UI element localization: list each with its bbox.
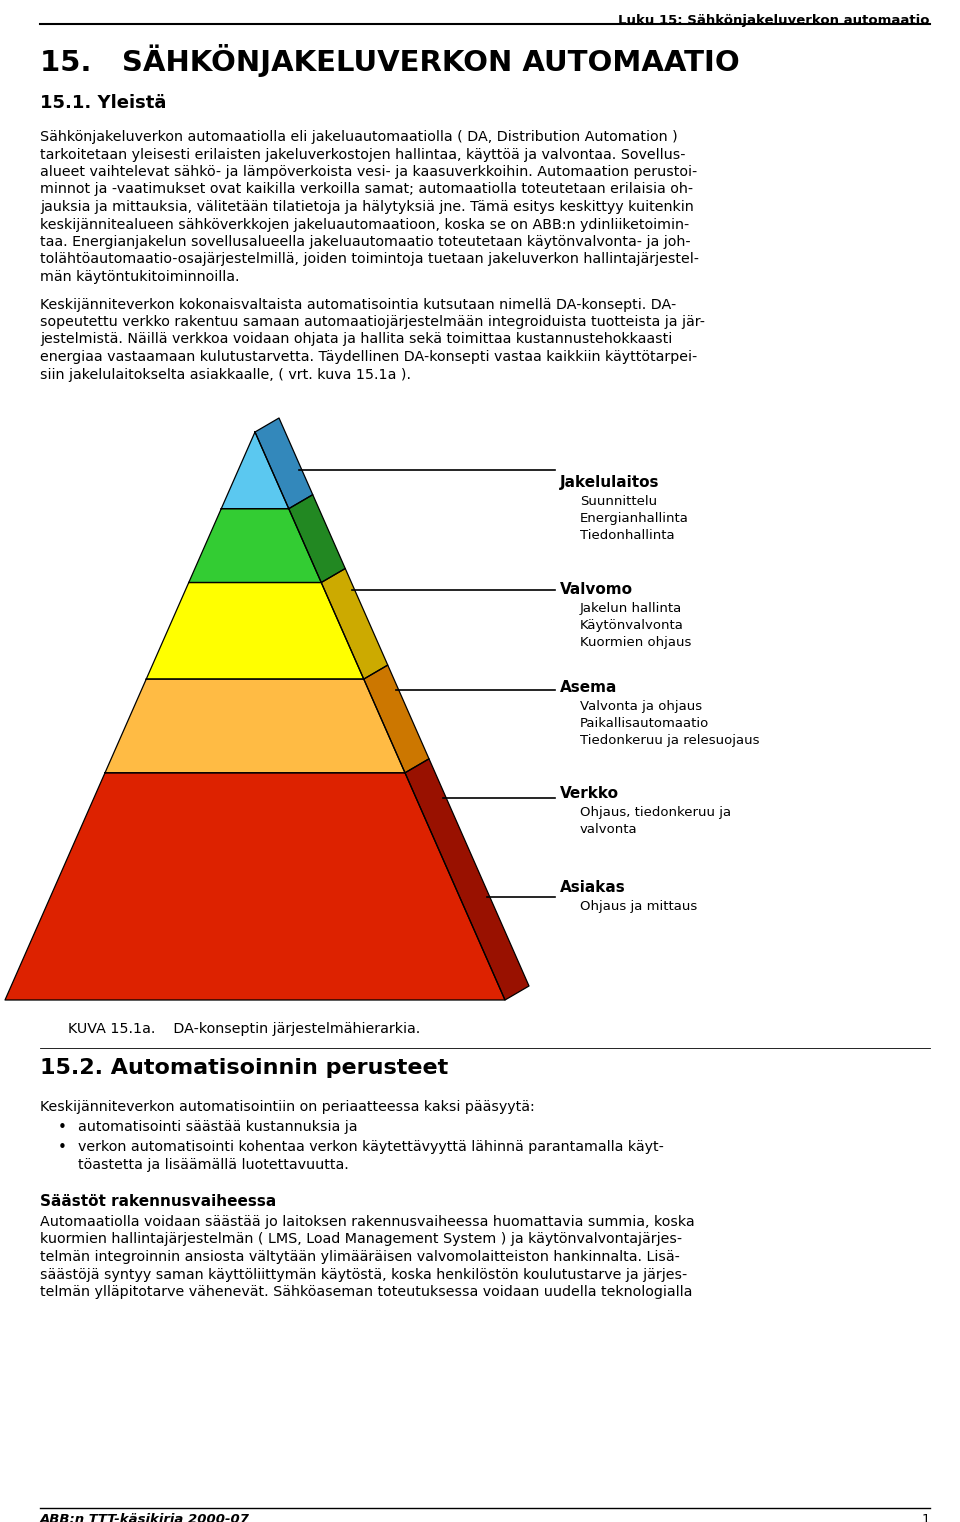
Text: alueet vaihtelevat sähkö- ja lämpöverkoista vesi- ja kaasuverkkoihin. Automaatio: alueet vaihtelevat sähkö- ja lämpöverkoi… bbox=[40, 164, 697, 180]
Text: kuormien hallintajärjestelmän ( LMS, Load Management System ) ja käytönvalvontaj: kuormien hallintajärjestelmän ( LMS, Loa… bbox=[40, 1233, 683, 1247]
Polygon shape bbox=[322, 569, 388, 679]
Polygon shape bbox=[105, 679, 405, 773]
Polygon shape bbox=[221, 432, 289, 508]
Polygon shape bbox=[189, 508, 322, 583]
Text: Tiedonhallinta: Tiedonhallinta bbox=[580, 530, 675, 542]
Text: Jakelulaitos: Jakelulaitos bbox=[560, 475, 660, 490]
Text: Säästöt rakennusvaiheessa: Säästöt rakennusvaiheessa bbox=[40, 1193, 276, 1208]
Text: 15.   SÄHKÖNJAKELUVERKON AUTOMAATIO: 15. SÄHKÖNJAKELUVERKON AUTOMAATIO bbox=[40, 44, 740, 78]
Text: Ohjaus ja mittaus: Ohjaus ja mittaus bbox=[580, 900, 697, 913]
Text: tarkoitetaan yleisesti erilaisten jakeluverkostojen hallintaa, käyttöä ja valvon: tarkoitetaan yleisesti erilaisten jakelu… bbox=[40, 148, 685, 161]
Text: Keskijänniteverkon automatisointiin on periaatteessa kaksi pääsyytä:: Keskijänniteverkon automatisointiin on p… bbox=[40, 1100, 535, 1114]
Text: Suunnittelu: Suunnittelu bbox=[580, 495, 658, 508]
Text: Ohjaus, tiedonkeruu ja: Ohjaus, tiedonkeruu ja bbox=[580, 807, 732, 819]
Text: Asema: Asema bbox=[560, 680, 617, 696]
Text: •: • bbox=[58, 1120, 67, 1135]
Text: ABB:n TTT-käsikirja 2000-07: ABB:n TTT-käsikirja 2000-07 bbox=[40, 1513, 250, 1522]
Text: 15.2. Automatisoinnin perusteet: 15.2. Automatisoinnin perusteet bbox=[40, 1058, 448, 1078]
Text: minnot ja -vaatimukset ovat kaikilla verkoilla samat; automaatiolla toteutetaan : minnot ja -vaatimukset ovat kaikilla ver… bbox=[40, 183, 693, 196]
Text: energiaa vastaamaan kulutustarvetta. Täydellinen DA-konsepti vastaa kaikkiin käy: energiaa vastaamaan kulutustarvetta. Täy… bbox=[40, 350, 697, 364]
Polygon shape bbox=[289, 495, 346, 583]
Text: Energianhallinta: Energianhallinta bbox=[580, 511, 689, 525]
Polygon shape bbox=[364, 665, 429, 773]
Text: Käytönvalvonta: Käytönvalvonta bbox=[580, 619, 684, 632]
Text: Kuormien ohjaus: Kuormien ohjaus bbox=[580, 636, 691, 648]
Text: Asiakas: Asiakas bbox=[560, 880, 626, 895]
Text: 1: 1 bbox=[922, 1513, 930, 1522]
Text: jestelmistä. Näillä verkkoa voidaan ohjata ja hallita sekä toimittaa kustannuste: jestelmistä. Näillä verkkoa voidaan ohja… bbox=[40, 332, 672, 347]
Text: 15.1. Yleistä: 15.1. Yleistä bbox=[40, 94, 166, 113]
Text: Valvomo: Valvomo bbox=[560, 581, 633, 597]
Text: töastetta ja lisäämällä luotettavuutta.: töastetta ja lisäämällä luotettavuutta. bbox=[78, 1158, 348, 1172]
Text: Jakelun hallinta: Jakelun hallinta bbox=[580, 603, 683, 615]
Text: •: • bbox=[58, 1140, 67, 1155]
Text: valvonta: valvonta bbox=[580, 823, 637, 836]
Text: jauksia ja mittauksia, välitetään tilatietoja ja hälytyksiä jne. Tämä esitys kes: jauksia ja mittauksia, välitetään tilati… bbox=[40, 199, 694, 215]
Text: telmän ylläpitotarve vähenevät. Sähköaseman toteutuksessa voidaan uudella teknol: telmän ylläpitotarve vähenevät. Sähköase… bbox=[40, 1285, 692, 1298]
Text: keskijännitealueen sähköverkkojen jakeluautomaatioon, koska se on ABB:n ydinliik: keskijännitealueen sähköverkkojen jakelu… bbox=[40, 218, 689, 231]
Text: Keskijänniteverkon kokonaisvaltaista automatisointia kutsutaan nimellä DA-konsep: Keskijänniteverkon kokonaisvaltaista aut… bbox=[40, 297, 676, 312]
Text: taa. Energianjakelun sovellusalueella jakeluautomaatio toteutetaan käytönvalvont: taa. Energianjakelun sovellusalueella ja… bbox=[40, 234, 690, 250]
Text: säästöjä syntyy saman käyttöliittymän käytöstä, koska henkilöstön koulutustarve : säästöjä syntyy saman käyttöliittymän kä… bbox=[40, 1268, 687, 1282]
Text: Tiedonkeruu ja relesuojaus: Tiedonkeruu ja relesuojaus bbox=[580, 734, 759, 747]
Polygon shape bbox=[146, 583, 364, 679]
Text: verkon automatisointi kohentaa verkon käytettävyyttä lähinnä parantamalla käyt-: verkon automatisointi kohentaa verkon kä… bbox=[78, 1140, 664, 1154]
Text: tolähtöautomaatio-osajärjestelmillä, joiden toimintoja tuetaan jakeluverkon hall: tolähtöautomaatio-osajärjestelmillä, joi… bbox=[40, 253, 699, 266]
Text: Sähkönjakeluverkon automaatiolla eli jakeluautomaatiolla ( DA, Distribution Auto: Sähkönjakeluverkon automaatiolla eli jak… bbox=[40, 129, 678, 145]
Text: Paikallisautomaatio: Paikallisautomaatio bbox=[580, 717, 709, 731]
Polygon shape bbox=[405, 759, 529, 1000]
Text: Luku 15: Sähkönjakeluverkon automaatio: Luku 15: Sähkönjakeluverkon automaatio bbox=[618, 14, 930, 27]
Text: KUVA 15.1a.    DA-konseptin järjestelmähierarkia.: KUVA 15.1a. DA-konseptin järjestelmähier… bbox=[68, 1021, 420, 1036]
Text: telmän integroinnin ansiosta vältytään ylimääräisen valvomolaitteiston hankinnal: telmän integroinnin ansiosta vältytään y… bbox=[40, 1250, 680, 1263]
Text: Verkko: Verkko bbox=[560, 785, 619, 801]
Text: Automaatiolla voidaan säästää jo laitoksen rakennusvaiheessa huomattavia summia,: Automaatiolla voidaan säästää jo laitoks… bbox=[40, 1215, 695, 1228]
Text: automatisointi säästää kustannuksia ja: automatisointi säästää kustannuksia ja bbox=[78, 1120, 357, 1134]
Text: siin jakelulaitokselta asiakkaalle, ( vrt. kuva 15.1a ).: siin jakelulaitokselta asiakkaalle, ( vr… bbox=[40, 367, 411, 382]
Text: sopeutettu verkko rakentuu samaan automaatiojärjestelmään integroiduista tuottei: sopeutettu verkko rakentuu samaan automa… bbox=[40, 315, 705, 329]
Polygon shape bbox=[255, 419, 313, 508]
Polygon shape bbox=[5, 773, 505, 1000]
Text: män käytöntukitoiminnoilla.: män käytöntukitoiminnoilla. bbox=[40, 269, 239, 285]
Text: Valvonta ja ohjaus: Valvonta ja ohjaus bbox=[580, 700, 702, 712]
